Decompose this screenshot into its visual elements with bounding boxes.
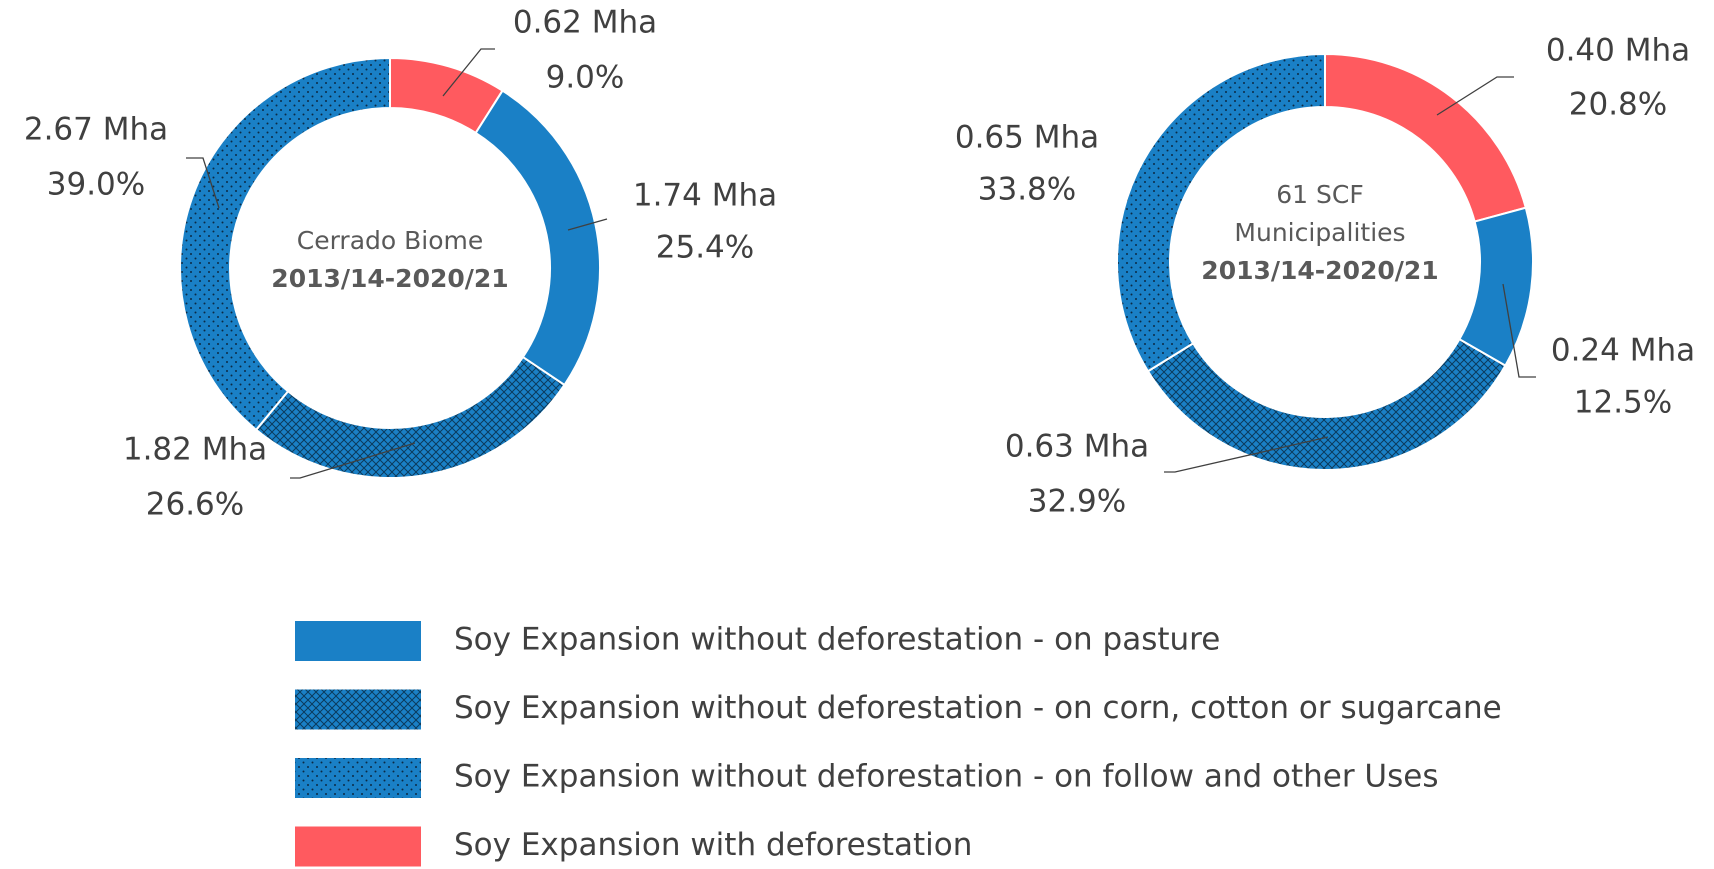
chart-title: Cerrado Biome [296, 226, 484, 255]
data-label: 1.82 Mha [123, 432, 267, 468]
legend-label: Soy Expansion without deforestation - on… [454, 622, 1220, 658]
legend-swatch [295, 689, 421, 730]
data-label: 33.8% [978, 172, 1076, 208]
leader-line [1164, 436, 1329, 473]
leader-line [1502, 283, 1536, 378]
leader-line [442, 48, 495, 97]
leader-line [567, 218, 608, 231]
data-label: 0.24 Mha [1551, 333, 1695, 369]
data-label: 32.9% [1028, 484, 1126, 520]
legend-label: Soy Expansion without deforestation - on… [454, 759, 1439, 795]
leader-line [290, 442, 416, 479]
data-label: 25.4% [656, 230, 754, 266]
chart-subtitle: 2013/14-2020/21 [271, 264, 509, 293]
donut-slice [1116, 52, 1326, 373]
center-label: Cerrado Biome 2013/14-2020/21 [260, 222, 520, 298]
chart-subtitle: 2013/14-2020/21 [1201, 256, 1439, 285]
legend-swatch [295, 758, 421, 798]
data-label: 0.40 Mha [1546, 33, 1690, 69]
center-label: 61 SCF Municipalities 2013/14-2020/21 [1195, 176, 1445, 290]
leader-line [186, 157, 220, 209]
chart-title: 61 SCF Municipalities [1234, 180, 1406, 247]
donut-slice [1458, 206, 1534, 367]
leader-line [1436, 76, 1514, 116]
donut-slice [1146, 337, 1507, 471]
data-label: 0.62 Mha [513, 5, 657, 41]
data-label: 0.63 Mha [1005, 429, 1149, 465]
donut-slice [179, 56, 391, 432]
data-label: 2.67 Mha [24, 112, 168, 148]
data-label: 26.6% [146, 487, 244, 523]
data-label: 0.65 Mha [955, 120, 1099, 156]
data-label: 39.0% [47, 167, 145, 203]
data-label: 20.8% [1569, 87, 1667, 123]
legend-label: Soy Expansion with deforestation [454, 827, 972, 863]
legend-label: Soy Expansion without deforestation - on… [454, 690, 1502, 726]
data-label: 9.0% [546, 60, 625, 96]
legend-swatch [295, 621, 421, 661]
data-label: 12.5% [1574, 385, 1672, 421]
donut-slice [254, 355, 566, 479]
data-label: 1.74 Mha [633, 178, 777, 214]
legend-swatch [295, 826, 421, 867]
